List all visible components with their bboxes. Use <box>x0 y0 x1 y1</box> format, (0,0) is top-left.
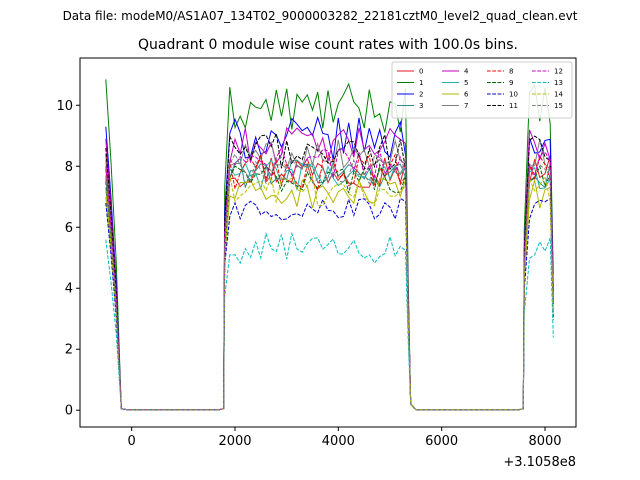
y-tick-label: 2 <box>65 343 73 358</box>
series-line-13 <box>105 231 554 411</box>
x-tick-label: 0 <box>128 434 136 449</box>
x-tick-label: 2000 <box>218 434 251 449</box>
series-line-9 <box>105 162 554 411</box>
y-tick-label: 8 <box>65 160 73 175</box>
legend-label-0: 0 <box>419 68 423 76</box>
y-tick-label: 0 <box>65 404 73 419</box>
y-tick-label: 6 <box>65 221 73 236</box>
y-axis: 0 2 4 6 8 10 <box>56 99 80 419</box>
plot-area <box>105 79 554 411</box>
legend-label-4: 4 <box>464 68 469 76</box>
legend-label-11: 11 <box>509 102 518 110</box>
legend-label-13: 13 <box>554 79 563 87</box>
legend-box <box>391 61 573 119</box>
legend-label-15: 15 <box>554 102 563 110</box>
chart-suptitle: Data file: modeM0/AS1A07_134T02_90000032… <box>63 9 578 23</box>
legend-label-7: 7 <box>464 102 468 110</box>
series-line-11 <box>105 131 554 411</box>
x-axis: 0 2000 4000 6000 8000 <box>128 427 562 449</box>
series-line-15 <box>105 153 554 411</box>
legend-label-8: 8 <box>509 68 513 76</box>
series-line-6 <box>105 178 554 411</box>
legend-label-1: 1 <box>419 79 423 87</box>
plot-frame <box>79 57 577 428</box>
y-tick-label: 10 <box>56 99 73 114</box>
series-line-1 <box>105 79 554 411</box>
x-tick-label: 8000 <box>528 434 561 449</box>
legend-label-10: 10 <box>509 91 518 99</box>
x-offset-label: +3.1058e8 <box>503 455 576 470</box>
chart-title: Quadrant 0 module wise count rates with … <box>138 37 518 53</box>
legend-label-2: 2 <box>419 91 423 99</box>
legend-label-12: 12 <box>554 68 563 76</box>
series-line-2 <box>105 115 554 411</box>
legend-label-3: 3 <box>419 102 423 110</box>
legend-label-6: 6 <box>464 91 469 99</box>
y-tick-label: 4 <box>65 282 73 297</box>
x-tick-label: 6000 <box>425 434 458 449</box>
series-line-12 <box>105 146 554 411</box>
legend-label-9: 9 <box>509 79 513 87</box>
legend-label-5: 5 <box>464 79 468 87</box>
series-line-10 <box>105 197 554 411</box>
series-line-5 <box>105 159 554 411</box>
x-tick-label: 4000 <box>322 434 355 449</box>
legend-label-14: 14 <box>554 91 563 99</box>
